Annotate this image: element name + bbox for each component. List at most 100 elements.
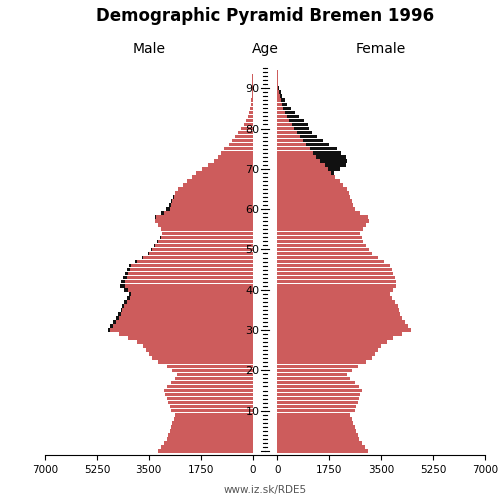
Bar bbox=[278, 171, 331, 174]
Bar bbox=[176, 191, 252, 195]
Bar bbox=[246, 118, 252, 122]
Bar bbox=[130, 296, 252, 300]
Bar bbox=[160, 236, 252, 239]
Bar bbox=[171, 204, 252, 207]
Bar bbox=[177, 372, 252, 376]
Bar bbox=[128, 336, 252, 340]
Bar bbox=[278, 143, 305, 146]
Bar bbox=[278, 288, 393, 292]
Bar bbox=[278, 135, 299, 138]
Bar bbox=[278, 421, 353, 424]
Bar bbox=[158, 240, 252, 243]
Bar bbox=[174, 417, 252, 420]
Bar bbox=[278, 356, 372, 360]
Bar bbox=[149, 352, 252, 356]
Bar bbox=[278, 155, 316, 158]
Bar bbox=[278, 352, 376, 356]
Bar bbox=[152, 248, 252, 252]
Bar bbox=[175, 191, 252, 195]
Bar bbox=[128, 288, 252, 292]
Bar bbox=[278, 300, 394, 304]
Bar bbox=[238, 130, 252, 134]
Bar bbox=[214, 159, 252, 162]
Bar bbox=[128, 272, 252, 276]
Bar bbox=[278, 312, 400, 316]
Bar bbox=[278, 126, 294, 130]
Bar bbox=[278, 179, 340, 182]
Bar bbox=[125, 280, 252, 283]
Bar bbox=[168, 401, 252, 404]
Text: Female: Female bbox=[356, 42, 406, 56]
Bar bbox=[149, 252, 252, 256]
Bar bbox=[125, 272, 252, 276]
Bar bbox=[278, 130, 296, 134]
Bar bbox=[278, 224, 366, 227]
Bar bbox=[278, 102, 287, 106]
Bar bbox=[173, 195, 252, 199]
Bar bbox=[170, 208, 252, 211]
Bar bbox=[120, 312, 252, 316]
Bar bbox=[278, 232, 360, 235]
Bar bbox=[278, 280, 396, 283]
Bar bbox=[278, 212, 360, 215]
Bar bbox=[278, 260, 384, 264]
Bar bbox=[156, 216, 252, 219]
Bar bbox=[278, 106, 283, 110]
Bar bbox=[278, 139, 302, 142]
Bar bbox=[176, 413, 252, 416]
Bar bbox=[172, 368, 252, 372]
Bar bbox=[154, 244, 252, 247]
Bar bbox=[113, 324, 252, 328]
Bar bbox=[278, 163, 345, 166]
Bar bbox=[166, 437, 252, 440]
Bar bbox=[278, 308, 399, 312]
Bar bbox=[278, 372, 347, 376]
Bar bbox=[278, 106, 283, 110]
Bar bbox=[202, 167, 252, 170]
Bar bbox=[278, 256, 378, 260]
Bar bbox=[160, 228, 252, 231]
Bar bbox=[128, 272, 252, 276]
Bar bbox=[278, 208, 354, 211]
Bar bbox=[278, 126, 294, 130]
Bar bbox=[172, 421, 252, 424]
Bar bbox=[124, 304, 252, 308]
Bar bbox=[278, 364, 357, 368]
Bar bbox=[122, 308, 252, 312]
Bar bbox=[218, 155, 252, 158]
Bar bbox=[124, 288, 252, 292]
Bar bbox=[278, 94, 282, 98]
Bar bbox=[278, 195, 350, 199]
Bar bbox=[278, 336, 393, 340]
Bar bbox=[278, 200, 351, 203]
Bar bbox=[110, 328, 253, 332]
Bar bbox=[171, 204, 252, 207]
Bar bbox=[119, 316, 252, 320]
Bar bbox=[278, 449, 368, 453]
Text: Age: Age bbox=[252, 42, 278, 56]
Bar bbox=[170, 405, 252, 408]
Bar bbox=[278, 163, 325, 166]
Bar bbox=[154, 244, 252, 247]
Bar bbox=[158, 240, 252, 243]
Bar bbox=[278, 437, 359, 440]
Bar bbox=[278, 244, 366, 247]
Bar bbox=[278, 106, 291, 110]
Bar bbox=[278, 405, 356, 408]
Bar bbox=[152, 356, 252, 360]
Bar bbox=[278, 122, 291, 126]
Bar bbox=[278, 284, 396, 288]
Bar bbox=[278, 135, 299, 138]
Bar bbox=[113, 324, 252, 328]
Bar bbox=[120, 308, 252, 312]
Bar bbox=[278, 167, 328, 170]
Bar bbox=[183, 183, 252, 187]
Bar bbox=[137, 340, 252, 344]
Bar bbox=[137, 260, 252, 264]
Bar bbox=[154, 220, 252, 223]
Bar bbox=[128, 292, 252, 296]
Bar bbox=[278, 126, 308, 130]
Bar bbox=[158, 449, 252, 453]
Bar bbox=[278, 114, 287, 118]
Bar bbox=[122, 304, 252, 308]
